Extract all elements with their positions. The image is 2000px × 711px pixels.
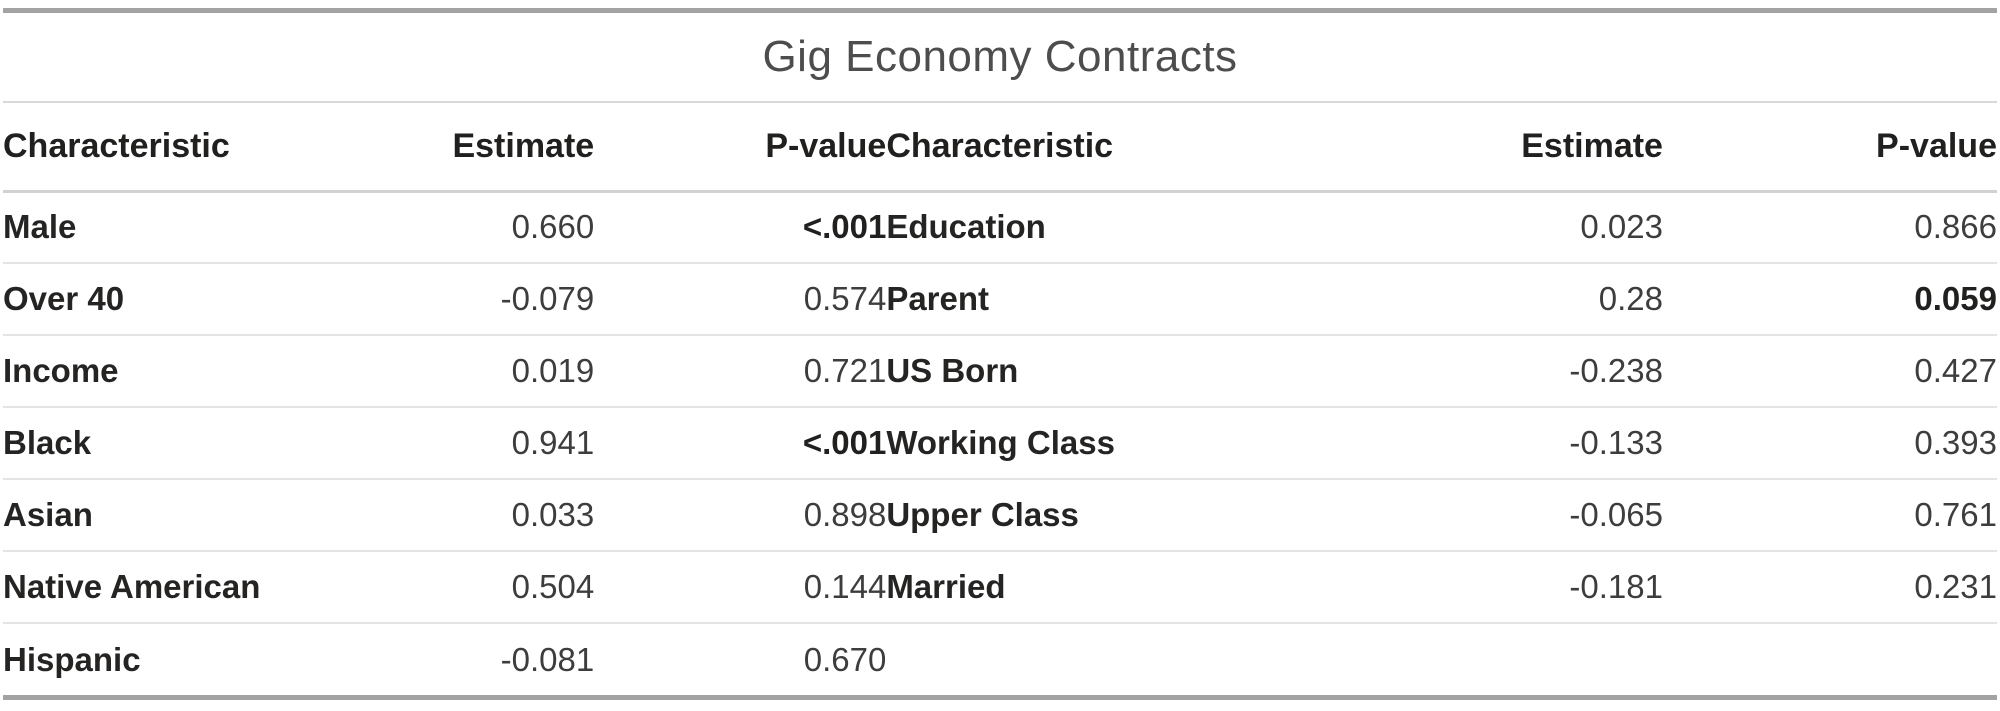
cell-characteristic: Native American (3, 551, 352, 624)
regression-results-table: Characteristic Estimate P-value Characte… (3, 103, 1997, 695)
cell-characteristic: Income (3, 335, 352, 408)
cell-characteristic: Working Class (886, 407, 1385, 480)
cell-estimate: -0.181 (1384, 551, 1663, 624)
column-header-estimate-left[interactable]: Estimate (351, 103, 595, 193)
table-row[interactable]: Male 0.660 <.001 Education 0.023 0.866 (3, 191, 1997, 264)
table-title-bar: Gig Economy Contracts (3, 13, 1997, 103)
cell-estimate: -0.081 (500, 640, 595, 678)
table-row[interactable]: Hispanic -0.081 0.670 (3, 623, 1997, 695)
cell-characteristic: Male (3, 191, 352, 264)
cell-characteristic: Over 40 (3, 263, 352, 336)
cell-characteristic: Parent (886, 263, 1385, 336)
cell-p-value: 0.670 (803, 640, 887, 678)
cell-p-value: <.001 (594, 407, 887, 480)
table-row[interactable]: Asian 0.033 0.898 Upper Class -0.065 0.761 (3, 479, 1997, 552)
cell-estimate: 0.28 (1384, 263, 1663, 336)
table-body: Male 0.660 <.001 Education 0.023 0.866 Over 40… (3, 191, 1997, 695)
cell-p-value: 0.059 (1662, 263, 1997, 336)
cell-estimate: -0.133 (1384, 407, 1663, 480)
table-title: Gig Economy Contracts (762, 32, 1238, 81)
cell-characteristic: Hispanic (3, 640, 141, 678)
column-header-pvalue-right[interactable]: P-value (1662, 103, 1997, 193)
cell-characteristic: Upper Class (886, 479, 1385, 552)
table-row[interactable]: Native American 0.504 0.144 Married -0.181 0.… (3, 551, 1997, 624)
cell-p-value: <.001 (594, 191, 887, 264)
cell-empty (886, 623, 1385, 695)
cell-estimate: 0.660 (351, 191, 595, 264)
cell-p-value: 0.721 (594, 335, 887, 408)
gig-economy-table-visual: Gig Economy Contracts Characteristic Est… (3, 8, 1997, 700)
cell-estimate: -0.238 (1384, 335, 1663, 408)
cell-estimate: 0.033 (351, 479, 595, 552)
cell-p-value: 0.231 (1662, 551, 1997, 624)
cell-characteristic: Education (886, 191, 1385, 264)
cell-empty (1385, 623, 1663, 695)
cell-estimate: 0.023 (1384, 191, 1663, 264)
cell-estimate: 0.019 (351, 335, 595, 408)
cell-p-value: 0.898 (594, 479, 887, 552)
cell-p-value: 0.574 (594, 263, 887, 336)
column-header-characteristic-right[interactable]: Characteristic (886, 103, 1385, 193)
cell-estimate: 0.941 (351, 407, 595, 480)
cell-estimate: -0.065 (1384, 479, 1663, 552)
cell-estimate: 0.504 (351, 551, 595, 624)
cell-empty (1663, 623, 1997, 695)
cell-characteristic: Married (886, 551, 1385, 624)
table-header-row: Characteristic Estimate P-value Characte… (3, 103, 1997, 193)
cell-characteristic: Asian (3, 479, 352, 552)
table-row[interactable]: Black 0.941 <.001 Working Class -0.133 0.393 (3, 407, 1997, 480)
column-header-characteristic-left[interactable]: Characteristic (3, 103, 352, 193)
cell-p-value: 0.866 (1662, 191, 1997, 264)
table-row[interactable]: Over 40 -0.079 0.574 Parent 0.28 0.059 (3, 263, 1997, 336)
cell-p-value: 0.393 (1662, 407, 1997, 480)
cell-characteristic: Black (3, 407, 352, 480)
column-header-estimate-right[interactable]: Estimate (1384, 103, 1663, 193)
table-row[interactable]: Income 0.019 0.721 US Born -0.238 0.427 (3, 335, 1997, 408)
cell-p-value: 0.427 (1662, 335, 1997, 408)
cell-characteristic: US Born (886, 335, 1385, 408)
cell-p-value: 0.761 (1662, 479, 1997, 552)
cell-estimate: -0.079 (351, 263, 595, 336)
cell-p-value: 0.144 (594, 551, 887, 624)
column-header-pvalue-left[interactable]: P-value (594, 103, 887, 193)
